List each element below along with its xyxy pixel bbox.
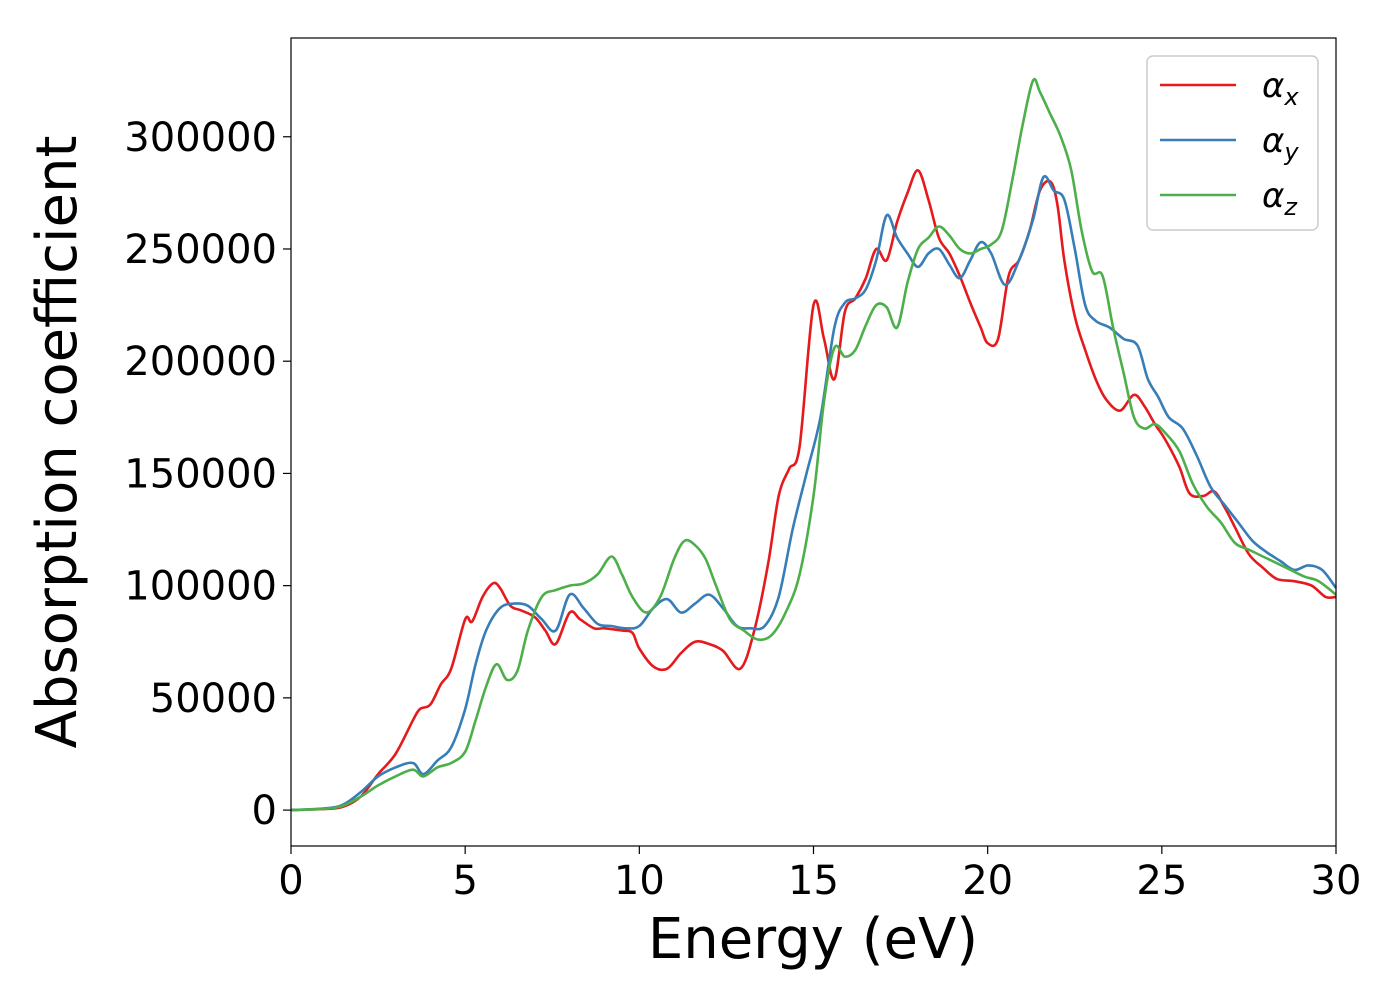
series-layer: [290, 77, 1338, 812]
legend-label-y: αy: [1262, 121, 1299, 166]
series-line-x: [290, 169, 1337, 812]
legend-box: [1146, 55, 1319, 231]
legend-label-x: αx: [1262, 66, 1299, 111]
y-tick-label: 50000: [150, 676, 277, 722]
y-tick-label: 200000: [124, 339, 277, 385]
y-axis-title: Absorption coefficient: [25, 136, 90, 749]
y-tick-label: 0: [252, 788, 277, 834]
y-axis-ticks: 0 50000 100000 150000 200000 250000 300000: [124, 115, 291, 834]
x-tick-label: 30: [1311, 858, 1362, 904]
series-line-z: [290, 77, 1337, 812]
y-tick-label: 300000: [124, 115, 277, 161]
y-tick-label: 100000: [124, 564, 277, 610]
x-tick-label: 15: [788, 858, 839, 904]
x-tick-label: 5: [452, 858, 477, 904]
x-tick-label: 25: [1136, 858, 1187, 904]
x-axis-title: Energy (eV): [648, 907, 978, 972]
x-tick-label: 10: [614, 858, 665, 904]
legend-label-z: αz: [1262, 176, 1298, 221]
series-line-y: [290, 174, 1338, 812]
x-axis-ticks: 0 5 10 15 20 25 30: [278, 846, 1361, 904]
x-tick-label: 20: [962, 858, 1013, 904]
x-tick-label: 0: [278, 858, 303, 904]
y-tick-label: 150000: [124, 451, 277, 497]
y-tick-label: 250000: [124, 227, 277, 273]
legend: αx αy αz: [1146, 55, 1319, 231]
